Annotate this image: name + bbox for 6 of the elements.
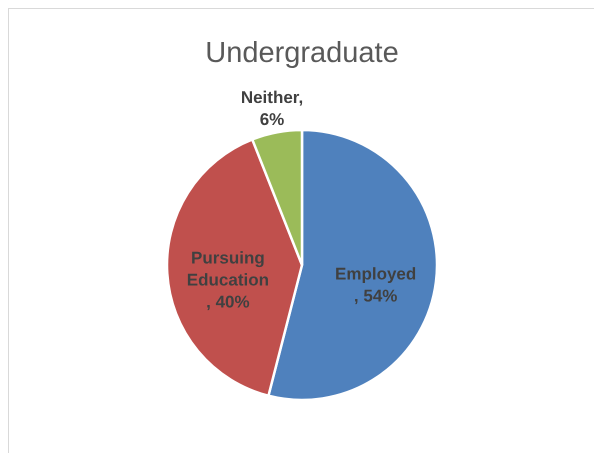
slice-label: Pursuing Education bbox=[186, 248, 269, 290]
data-label: , 40% bbox=[206, 292, 250, 312]
chart-title: Undergraduate bbox=[205, 37, 399, 69]
slice-label: Neither, 6% bbox=[240, 88, 304, 129]
slice-label: Employed bbox=[335, 264, 416, 284]
data-label: , 54% bbox=[354, 286, 398, 306]
